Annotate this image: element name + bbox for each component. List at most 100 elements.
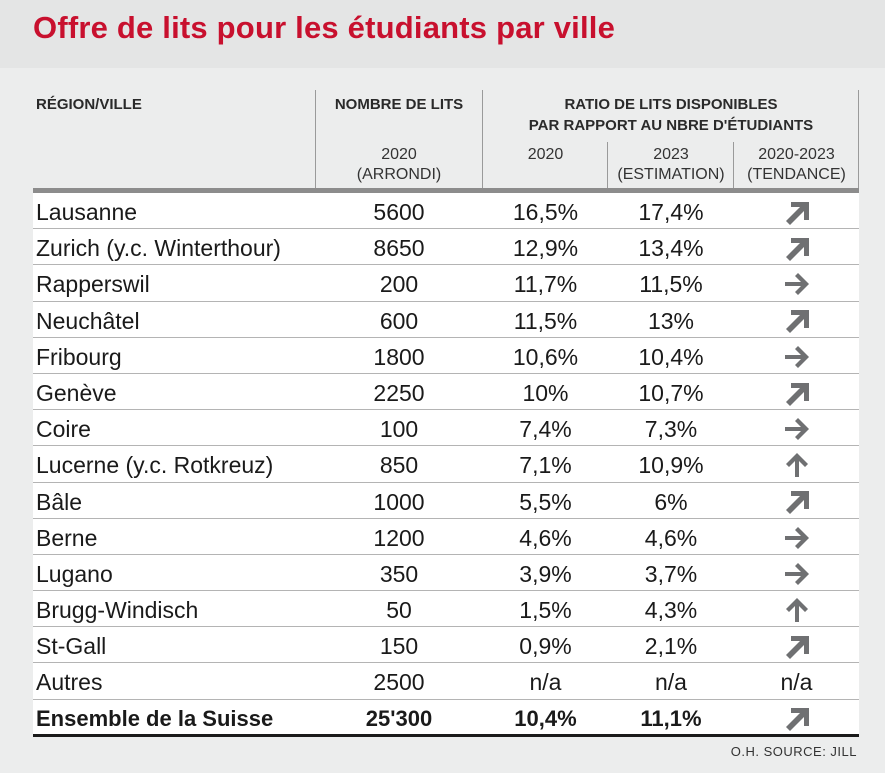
trend-cell bbox=[734, 627, 859, 663]
arrow-right-icon bbox=[782, 559, 812, 589]
header-beds-note: (ARRONDI) bbox=[356, 166, 442, 183]
trend-cell bbox=[734, 302, 859, 338]
ratio-2020-cell: n/a bbox=[529, 669, 562, 696]
city-cell: Neuchâtel bbox=[36, 307, 140, 334]
trend-cell bbox=[734, 591, 859, 627]
table-row: Lausanne 5600 16,5% 17,4% bbox=[33, 193, 859, 230]
beds-cell: 8650 bbox=[373, 235, 425, 262]
beds-cell: 150 bbox=[379, 633, 419, 660]
ratio-2023-cell: 13% bbox=[647, 307, 695, 334]
arrow-up-right-icon bbox=[782, 703, 812, 733]
header-ratio-line1: RATIO DE LITS DISPONIBLES bbox=[564, 96, 778, 113]
beds-cell: 50 bbox=[386, 597, 412, 624]
ratio-2023-cell: 10,7% bbox=[638, 379, 704, 406]
city-cell: Ensemble de la Suisse bbox=[36, 705, 274, 731]
header-ratio-line2: PAR RAPPORT AU NBRE D'ÉTUDIANTS bbox=[528, 117, 814, 134]
beds-cell: 600 bbox=[379, 307, 419, 334]
table-row: St-Gall 150 0,9% 2,1% bbox=[33, 627, 859, 664]
arrow-right-icon bbox=[782, 523, 812, 553]
table-bottom-rule bbox=[33, 734, 859, 737]
trend-cell bbox=[734, 483, 859, 519]
city-cell: Bâle bbox=[36, 488, 83, 515]
beds-cell: 1800 bbox=[373, 343, 425, 370]
table-row: Lucerne (y.c. Rotkreuz) 850 7,1% 10,9% bbox=[33, 446, 859, 483]
ratio-2023-cell: 4,3% bbox=[644, 597, 698, 624]
header-ratio-2023-year: 2023 bbox=[653, 146, 689, 163]
table-row: Fribourg 1800 10,6% 10,4% bbox=[33, 337, 859, 374]
source-note: O.H. SOURCE: JILL bbox=[730, 744, 857, 759]
ratio-2020-cell: 7,4% bbox=[519, 416, 572, 443]
beds-cell: 850 bbox=[379, 452, 419, 479]
ratio-2023-cell: 13,4% bbox=[638, 235, 704, 262]
ratio-2020-cell: 1,5% bbox=[519, 597, 572, 624]
ratio-2023-cell: 10,9% bbox=[638, 452, 704, 479]
city-cell: Coire bbox=[36, 416, 91, 443]
data-table: Lausanne 5600 16,5% 17,4% Zurich (y.c. Winte… bbox=[33, 193, 859, 736]
ratio-2020-cell: 3,9% bbox=[519, 560, 572, 587]
table-row: Rapperswil 200 11,7% 11,5% bbox=[33, 265, 859, 302]
ratio-2023-cell: 7,3% bbox=[644, 416, 698, 443]
city-cell: St-Gall bbox=[36, 633, 107, 660]
city-cell: Lausanne bbox=[36, 199, 138, 225]
ratio-2020-cell: 7,1% bbox=[519, 452, 572, 479]
ratio-2023-cell: 6% bbox=[654, 488, 688, 515]
beds-cell: 2500 bbox=[373, 669, 425, 696]
page-title: Offre de lits pour les étudiants par vil… bbox=[33, 10, 616, 45]
trend-cell bbox=[734, 193, 859, 229]
beds-cell: 25'300 bbox=[365, 705, 433, 731]
divider-2023-trend bbox=[733, 142, 734, 188]
ratio-2020-cell: 10,4% bbox=[514, 705, 577, 731]
trend-cell bbox=[734, 446, 859, 482]
trend-cell bbox=[734, 555, 859, 591]
table-row: Autres 2500 n/a n/a n/a bbox=[33, 663, 859, 700]
ratio-2020-cell: 10,6% bbox=[512, 343, 579, 370]
table-row: Bâle 1000 5,5% 6% bbox=[33, 482, 859, 519]
header-trend-note: (TENDANCE) bbox=[747, 166, 846, 183]
beds-cell: 200 bbox=[379, 271, 419, 298]
table-row: Coire 100 7,4% 7,3% bbox=[33, 410, 859, 447]
ratio-2020-cell: 11,7% bbox=[513, 271, 578, 298]
trend-cell bbox=[734, 700, 859, 736]
beds-cell: 2250 bbox=[373, 379, 425, 406]
arrow-up-right-icon bbox=[782, 305, 812, 335]
header-city: RÉGION/VILLE bbox=[36, 96, 142, 113]
ratio-2023-cell: 11,1% bbox=[640, 705, 702, 731]
ratio-2020-cell: 0,9% bbox=[519, 633, 572, 660]
arrow-up-right-icon bbox=[782, 486, 812, 516]
trend-cell bbox=[734, 519, 859, 555]
city-cell: Rapperswil bbox=[36, 271, 150, 298]
divider-city-beds bbox=[315, 90, 316, 188]
arrow-right-icon bbox=[782, 342, 812, 372]
beds-cell: 100 bbox=[379, 416, 419, 443]
total-row: Ensemble de la Suisse 25'300 10,4% 11,1% bbox=[33, 699, 859, 736]
trend-cell bbox=[734, 338, 859, 374]
arrow-right-icon bbox=[782, 414, 812, 444]
trend-cell bbox=[734, 410, 859, 446]
arrow-up-icon bbox=[782, 595, 812, 625]
ratio-2023-cell: n/a bbox=[655, 669, 687, 696]
ratio-2020-cell: 4,6% bbox=[519, 524, 572, 551]
table-row: Neuchâtel 600 11,5% 13% bbox=[33, 301, 859, 338]
ratio-2020-cell: 10% bbox=[522, 379, 569, 406]
city-cell: Autres bbox=[36, 669, 103, 696]
table-row: Brugg-Windisch 50 1,5% 4,3% bbox=[33, 591, 859, 628]
divider-beds-ratio bbox=[482, 90, 483, 188]
header-trend-years: 2020-2023 bbox=[758, 146, 835, 163]
table-row: Lugano 350 3,9% 3,7% bbox=[33, 554, 859, 592]
ratio-2020-cell: 11,5% bbox=[513, 307, 578, 334]
city-cell: Berne bbox=[36, 524, 98, 551]
table-row: Berne 1200 4,6% 4,6% bbox=[33, 518, 859, 555]
city-cell: Lucerne (y.c. Rotkreuz) bbox=[36, 452, 274, 479]
city-cell: Brugg-Windisch bbox=[36, 597, 199, 624]
divider-ratio-right bbox=[858, 90, 859, 188]
beds-cell: 1200 bbox=[373, 524, 425, 551]
arrow-right-icon bbox=[782, 269, 812, 299]
arrow-up-right-icon bbox=[782, 631, 812, 661]
ratio-2023-cell: 4,6% bbox=[644, 524, 698, 551]
trend-cell: n/a bbox=[780, 669, 813, 696]
city-cell: Zurich (y.c. Winterthour) bbox=[36, 235, 281, 262]
ratio-2020-cell: 5,5% bbox=[519, 488, 572, 515]
trend-cell bbox=[734, 229, 859, 265]
ratio-2023-cell: 17,4% bbox=[638, 199, 704, 225]
trend-cell bbox=[734, 265, 859, 301]
